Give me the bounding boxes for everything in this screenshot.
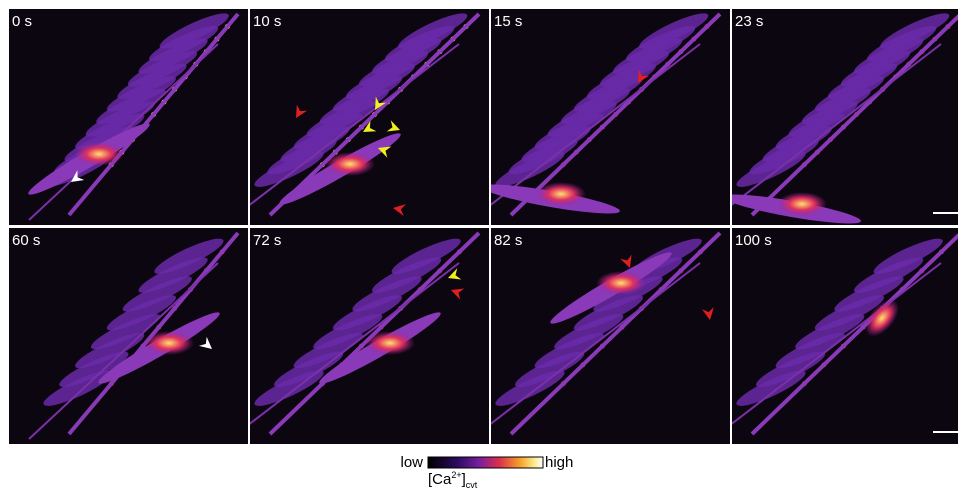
time-label: 60 s [12, 232, 40, 249]
arrowhead [375, 96, 387, 110]
hot-spot [536, 182, 586, 206]
leaf [250, 12, 481, 217]
time-label: 23 s [735, 13, 763, 30]
stem [28, 262, 219, 440]
leaflet [795, 314, 865, 350]
leaf [28, 231, 240, 440]
leaflet [554, 314, 624, 350]
leaflet [534, 332, 604, 369]
label-superscript: 2+ [451, 470, 461, 480]
leaflet [293, 332, 363, 369]
arrowhead [448, 268, 462, 280]
arrowhead [638, 69, 650, 83]
hot-spot [596, 271, 646, 295]
leaflet [59, 351, 129, 387]
arrowhead [620, 254, 632, 268]
leaf [732, 13, 958, 217]
label-part: [Ca [428, 471, 452, 488]
time-label: 100 s [735, 232, 772, 249]
time-label: 15 s [494, 13, 522, 30]
image-panel: 72 s [250, 228, 489, 444]
leaf [250, 231, 481, 436]
colorbar-gradient [427, 456, 544, 469]
stem [67, 12, 240, 217]
stem [732, 43, 942, 206]
leaflet [90, 314, 161, 350]
leaflet [853, 257, 924, 293]
arrowhead [296, 104, 308, 118]
leaflet [332, 295, 403, 331]
time-label: 10 s [253, 13, 281, 30]
hot-spot [325, 152, 375, 176]
leaflet [313, 314, 383, 350]
leaflet [75, 332, 145, 369]
leaflet [880, 13, 950, 49]
label-subscript: cvt [466, 480, 478, 490]
leaflet [43, 370, 113, 406]
label-part: ] [462, 471, 466, 488]
leaflet [573, 295, 644, 331]
annotations [71, 69, 714, 349]
image-panel: 82 s [491, 228, 730, 444]
stem [268, 231, 481, 436]
leaflet [154, 238, 224, 274]
leaflet [371, 257, 442, 293]
leaflet [398, 13, 468, 49]
leaflet [122, 276, 192, 312]
stem [750, 233, 958, 436]
leaflet [756, 351, 826, 387]
arrowhead [198, 336, 212, 349]
time-label: 72 s [253, 232, 281, 249]
stem [491, 262, 701, 425]
leaf [28, 12, 240, 221]
leaflet [159, 13, 229, 49]
colorbar: low high [Ca2+]cvt [400, 454, 573, 490]
hot-spot [144, 331, 194, 355]
leaf [732, 233, 958, 436]
stem [509, 12, 722, 217]
stem [250, 262, 460, 425]
leaflet [138, 257, 208, 293]
colorbar-low: low [400, 454, 423, 471]
arrowhead [451, 288, 465, 300]
leaflet [873, 238, 943, 274]
hot-spot [777, 192, 827, 216]
stem [750, 14, 958, 217]
leaflet [834, 276, 904, 312]
arrowhead [386, 120, 400, 132]
leaflet [775, 332, 845, 369]
arrowhead [71, 170, 85, 182]
time-label: 0 s [12, 13, 32, 30]
arrowhead [378, 146, 392, 158]
leaflet [106, 295, 177, 331]
leaflet [515, 351, 585, 387]
stem [732, 262, 942, 425]
hot-spot [365, 331, 415, 355]
image-panel: 23 s [732, 9, 958, 225]
arrowhead [363, 120, 377, 132]
image-panel: 100 s [732, 228, 958, 444]
panel-grid: 0 s 10 s 15 s 23 s 60 s 72 s 82 s 100 s [9, 9, 958, 444]
hot-spot [74, 142, 124, 166]
image-panel: 10 s [250, 9, 489, 225]
image-panel: 0 s [9, 9, 248, 225]
colorbar-title: [Ca2+]cvt [428, 470, 478, 490]
colorbar-high: high [545, 454, 573, 471]
image-panel: 15 s [491, 9, 730, 225]
hot-spot [865, 299, 899, 337]
stem [67, 231, 240, 436]
stem [509, 231, 722, 436]
leaflet [274, 351, 344, 387]
image-panel: 60 s [9, 228, 248, 444]
leaflet [814, 295, 885, 331]
time-label: 82 s [494, 232, 522, 249]
leaflet [639, 13, 709, 49]
leaflet [391, 238, 461, 274]
arrowhead [393, 204, 406, 216]
leaflet [352, 276, 422, 312]
stem [250, 43, 460, 206]
arrowhead [702, 307, 714, 320]
